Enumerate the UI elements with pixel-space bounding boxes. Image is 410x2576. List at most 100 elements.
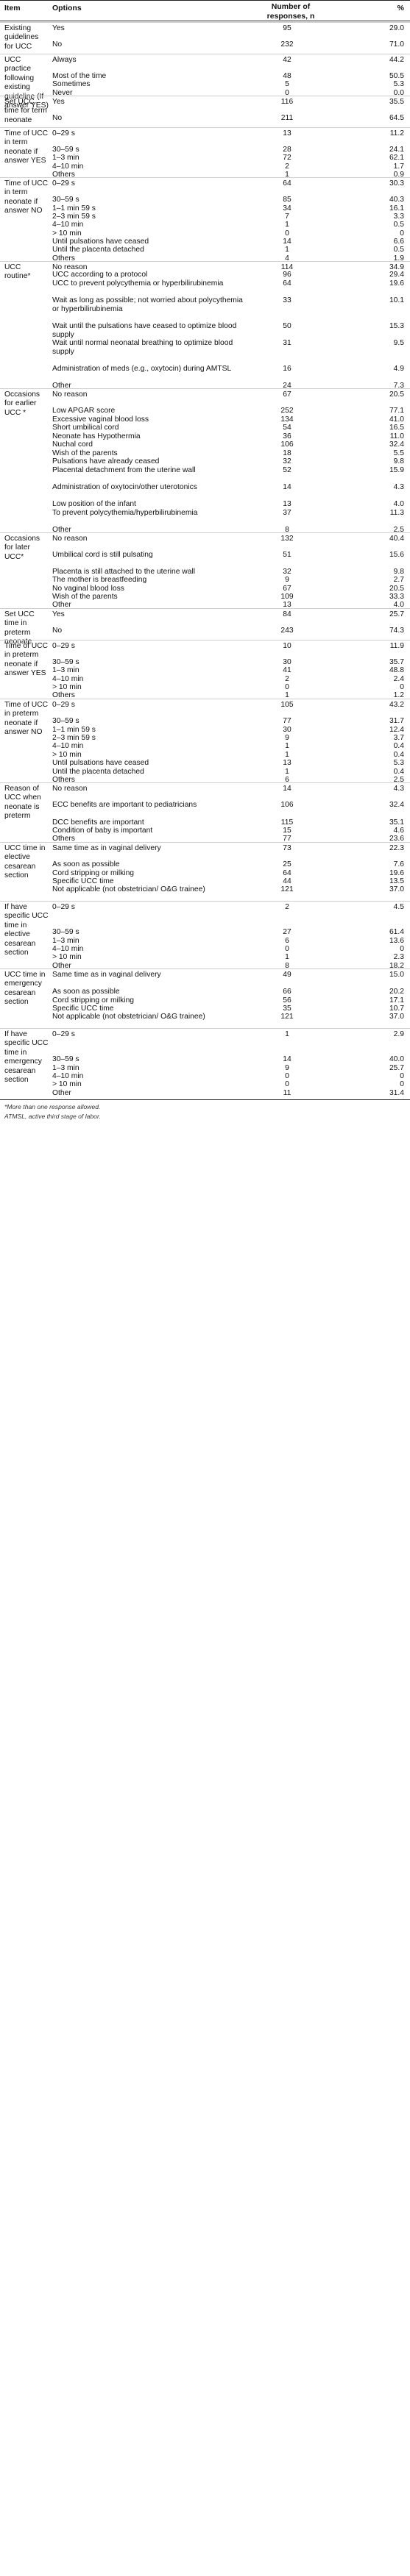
item-cell: UCC practice following existing guidelin… xyxy=(4,56,49,110)
count-cell: 77 xyxy=(283,717,291,725)
percent-cell: 4.0 xyxy=(393,601,404,609)
percent-cell: 2.9 xyxy=(393,1030,404,1038)
count-cell: 114 xyxy=(280,263,294,271)
count-cell: 0 xyxy=(285,683,289,691)
percent-cell: 35.7 xyxy=(389,658,404,666)
percent-cell: 32.4 xyxy=(389,440,404,449)
percent-cell: 5.3 xyxy=(393,759,404,767)
table-row: 30–59 s 28 24.1 xyxy=(0,144,410,154)
percent-cell: 1.2 xyxy=(393,691,404,699)
header-item: Item xyxy=(4,4,21,13)
table-row: Not applicable (not obstetrician/ O&G tr… xyxy=(0,884,410,901)
table-row: Low APGAR score 252 77.1 xyxy=(0,405,410,415)
percent-cell: 19.6 xyxy=(389,869,404,877)
table-row: As soon as possible 66 20.2 xyxy=(0,986,410,996)
percent-cell: 40.3 xyxy=(389,196,404,204)
count-cell: 34 xyxy=(283,204,291,213)
percent-cell: 12.4 xyxy=(389,726,404,734)
count-cell: 77 xyxy=(283,835,291,843)
count-cell: 252 xyxy=(280,407,294,415)
table-row: Time of UCC in preterm neonate if answer… xyxy=(0,699,410,736)
percent-cell: 24.1 xyxy=(389,146,404,154)
count-cell: 14 xyxy=(283,483,291,491)
table-row: Set UCC time for term neonate Yes 116 35.5 xyxy=(0,96,410,124)
option-cell: Yes xyxy=(52,98,65,106)
table-row: Time of UCC in term neonate if answer NO… xyxy=(0,177,410,215)
percent-cell: 29.0 xyxy=(389,24,404,32)
table-row: UCC routine* No reason 114 34.9 xyxy=(0,261,410,280)
percent-cell: 0.4 xyxy=(393,768,404,776)
item-cell: Occasions for later UCC* xyxy=(4,535,40,561)
table-row: Until pulsations have ceased 14 6.6 xyxy=(0,236,410,246)
table-row: No 243 74.3 xyxy=(0,625,410,640)
count-cell: 132 xyxy=(280,535,294,543)
option-cell: Specific UCC time xyxy=(52,877,114,885)
option-cell: 1–3 min xyxy=(52,1064,79,1072)
option-cell: Placenta is still attached to the uterin… xyxy=(52,568,196,576)
percent-cell: 20.5 xyxy=(389,585,404,593)
count-cell: 6 xyxy=(285,776,289,784)
table-row: UCC practice following existing guidelin… xyxy=(0,54,410,110)
option-cell: Cord stripping or milking xyxy=(52,996,135,1005)
table-row: 1–3 min 72 62.1 xyxy=(0,152,410,162)
count-cell: 27 xyxy=(283,928,291,936)
option-cell: 30–59 s xyxy=(52,928,79,936)
table-footer: *More than one response allowed. ATMSL, … xyxy=(0,1099,410,1120)
option-cell: Most of the time xyxy=(52,72,107,80)
option-cell: 4–10 min xyxy=(52,1072,84,1080)
table-row: Excessive vaginal blood loss 134 41.0 xyxy=(0,414,410,424)
count-cell: 33 xyxy=(283,296,291,304)
percent-cell: 15.6 xyxy=(389,551,404,559)
option-cell: Same time as in vaginal delivery xyxy=(52,844,161,852)
table-row: 4–10 min 0 0 xyxy=(0,943,410,953)
option-cell: Pulsations have already ceased xyxy=(52,457,160,465)
percent-cell: 18.2 xyxy=(389,962,404,970)
count-cell: 14 xyxy=(283,238,291,246)
table-row: Neonate has Hypothermia 36 11.0 xyxy=(0,431,410,440)
table-row: 4–10 min 1 0.4 xyxy=(0,741,410,750)
option-cell: Until pulsations have ceased xyxy=(52,238,149,246)
count-cell: 84 xyxy=(283,610,291,618)
option-cell: As soon as possible xyxy=(52,988,120,996)
count-cell: 1 xyxy=(285,691,289,699)
percent-cell: 50.5 xyxy=(389,72,404,80)
option-cell: 30–59 s xyxy=(52,658,79,666)
table-row: UCC to prevent polycythemia or hyperbili… xyxy=(0,278,410,295)
option-cell: Wait until normal neonatal breathing to … xyxy=(52,339,233,357)
percent-cell: 0 xyxy=(400,945,404,953)
option-cell: Administration of meds (e.g., oxytocin) … xyxy=(52,365,232,373)
percent-cell: 0.5 xyxy=(393,246,404,254)
count-cell: 67 xyxy=(283,585,291,593)
percent-cell: 32.4 xyxy=(389,801,404,809)
option-cell: 1–1 min 59 s xyxy=(52,204,96,213)
count-cell: 232 xyxy=(280,40,294,49)
percent-cell: 3.7 xyxy=(393,734,404,742)
percent-cell: 77.1 xyxy=(389,407,404,415)
count-cell: 0 xyxy=(285,229,289,238)
table-row: > 10 min 1 2.3 xyxy=(0,952,410,961)
count-cell: 121 xyxy=(280,1013,294,1021)
table-row: Others 77 23.6 xyxy=(0,833,410,843)
percent-cell: 0 xyxy=(400,1080,404,1088)
percent-cell: 15.3 xyxy=(389,322,404,330)
percent-cell: 17.1 xyxy=(389,996,404,1005)
count-cell: 66 xyxy=(283,988,291,996)
percent-cell: 5.3 xyxy=(393,80,404,88)
count-cell: 56 xyxy=(283,996,291,1005)
table-row: 30–59 s 85 40.3 xyxy=(0,194,410,204)
table-row: UCC time in elective cesarean section Sam… xyxy=(0,842,410,880)
percent-cell: 2.4 xyxy=(393,675,404,683)
count-cell: 4 xyxy=(285,254,289,263)
count-cell: 1 xyxy=(285,751,289,759)
option-cell: Until the placenta detached xyxy=(52,246,144,254)
percent-cell: 4.3 xyxy=(393,483,404,491)
option-cell: No xyxy=(52,40,63,49)
option-cell: 4–10 min xyxy=(52,163,84,171)
count-cell: 13 xyxy=(283,129,291,138)
option-cell: Short umbilical cord xyxy=(52,424,119,432)
table-row: Short umbilical cord 54 16.5 xyxy=(0,422,410,432)
table-row: Specific UCC time 44 13.5 xyxy=(0,876,410,885)
count-cell: 64 xyxy=(283,869,291,877)
percent-cell: 44.2 xyxy=(389,56,404,64)
count-cell: 16 xyxy=(283,365,291,373)
